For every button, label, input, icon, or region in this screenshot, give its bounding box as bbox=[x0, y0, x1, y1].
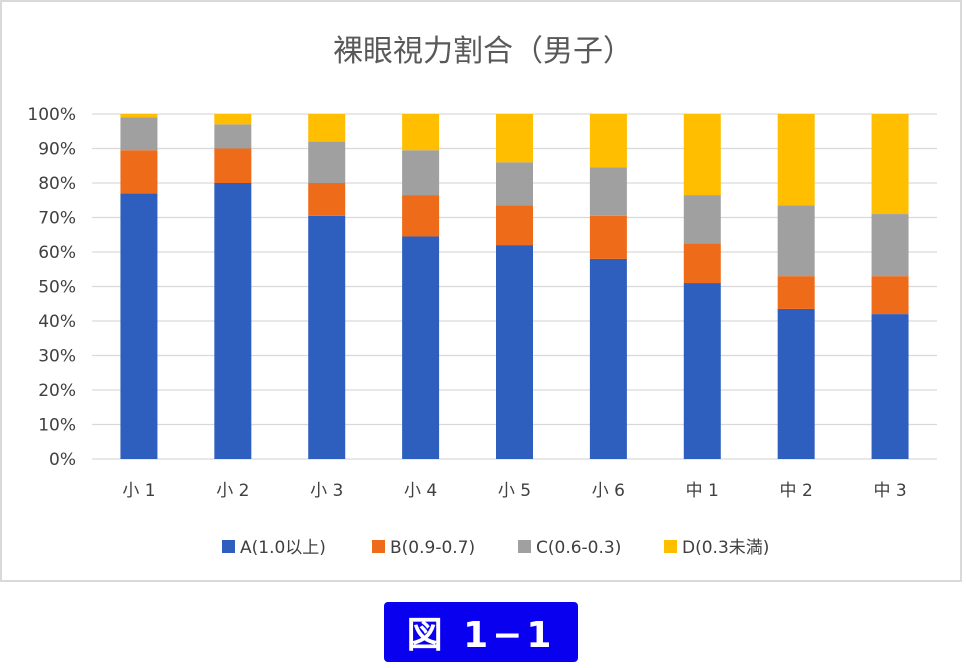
bar-segment bbox=[589, 114, 627, 168]
chart-frame: 裸眼視力割合（男子） 0% 10% 20% 30% 40% 50% 60% 70% 80% 90%… bbox=[0, 0, 962, 582]
bar-segment bbox=[120, 114, 158, 118]
bar-segment bbox=[496, 205, 533, 246]
figure-caption: 図 1−1 bbox=[384, 602, 578, 662]
bars bbox=[120, 114, 909, 459]
y-tick-label: 60% bbox=[38, 243, 76, 263]
y-tick-label: 30% bbox=[38, 347, 76, 367]
y-tick-label: 40% bbox=[38, 312, 76, 332]
bar-segment bbox=[120, 150, 158, 194]
x-tick-label: 小 6 bbox=[592, 481, 625, 501]
bar-segment bbox=[871, 114, 909, 215]
y-tick-label: 50% bbox=[38, 278, 76, 298]
chart-title: 裸眼視力割合（男子） bbox=[333, 34, 633, 69]
bar-segment bbox=[589, 258, 627, 459]
bar-segment bbox=[871, 276, 909, 315]
x-tick-label: 小 1 bbox=[122, 481, 155, 501]
bar-segment bbox=[402, 195, 440, 237]
legend-swatch bbox=[372, 540, 385, 553]
bar-segment bbox=[214, 124, 252, 149]
y-tick-label: 90% bbox=[38, 140, 76, 160]
legend-swatch bbox=[518, 540, 531, 553]
bar-segment bbox=[402, 236, 440, 459]
x-tick-label: 中 1 bbox=[686, 481, 719, 501]
y-axis-ticks: 0% 10% 20% 30% 40% 50% 60% 70% 80% 90% 100% bbox=[27, 105, 76, 470]
x-axis-ticks: 小 1 小 2 小 3 小 4 小 5 小 6 中 1 中 2 中 3 bbox=[122, 481, 906, 501]
y-tick-label: 10% bbox=[38, 416, 76, 436]
stacked-bar-chart: 裸眼視力割合（男子） 0% 10% 20% 30% 40% 50% 60% 70% 80% 90%… bbox=[27, 34, 937, 558]
legend-label: D(0.3未満) bbox=[682, 538, 769, 558]
bar-segment bbox=[683, 243, 721, 284]
bar-segment bbox=[683, 195, 721, 244]
bar-segment bbox=[589, 215, 627, 259]
bar-segment bbox=[683, 114, 721, 196]
bar-segment bbox=[308, 215, 346, 459]
bar-segment bbox=[120, 193, 158, 459]
bar-segment bbox=[308, 141, 346, 183]
bar-segment bbox=[214, 183, 252, 459]
x-tick-label: 小 3 bbox=[310, 481, 343, 501]
bar-segment bbox=[871, 314, 909, 459]
legend-label: C(0.6-0.3) bbox=[536, 538, 621, 558]
bar-segment bbox=[120, 117, 158, 151]
bar-segment bbox=[402, 150, 440, 196]
bar-segment bbox=[496, 114, 533, 163]
legend-label: A(1.0以上) bbox=[240, 538, 326, 558]
bar-segment bbox=[871, 214, 909, 277]
bar-segment bbox=[496, 245, 533, 459]
y-tick-label: 0% bbox=[49, 450, 76, 470]
bar-segment bbox=[402, 114, 440, 151]
bar-segment bbox=[777, 205, 815, 277]
bar-segment bbox=[777, 308, 815, 459]
bar-segment bbox=[308, 183, 346, 216]
y-tick-label: 20% bbox=[38, 381, 76, 401]
legend-swatch bbox=[664, 540, 677, 553]
y-tick-label: 100% bbox=[27, 105, 76, 125]
bar-segment bbox=[589, 167, 627, 216]
y-tick-label: 80% bbox=[38, 174, 76, 194]
bar-segment bbox=[777, 276, 815, 309]
legend: A(1.0以上) B(0.9-0.7) C(0.6-0.3) D(0.3未満) bbox=[222, 538, 769, 558]
bar-segment bbox=[214, 114, 252, 125]
bar-segment bbox=[214, 148, 252, 183]
bar-segment bbox=[683, 283, 721, 459]
legend-label: B(0.9-0.7) bbox=[390, 538, 475, 558]
x-tick-label: 小 4 bbox=[404, 481, 437, 501]
x-tick-label: 中 2 bbox=[780, 481, 813, 501]
legend-swatch bbox=[222, 540, 235, 553]
bar-segment bbox=[308, 114, 346, 142]
bar-segment bbox=[777, 114, 815, 206]
bar-segment bbox=[496, 162, 533, 206]
x-tick-label: 小 5 bbox=[498, 481, 531, 501]
x-tick-label: 小 2 bbox=[216, 481, 249, 501]
y-tick-label: 70% bbox=[38, 209, 76, 229]
x-tick-label: 中 3 bbox=[873, 481, 906, 501]
